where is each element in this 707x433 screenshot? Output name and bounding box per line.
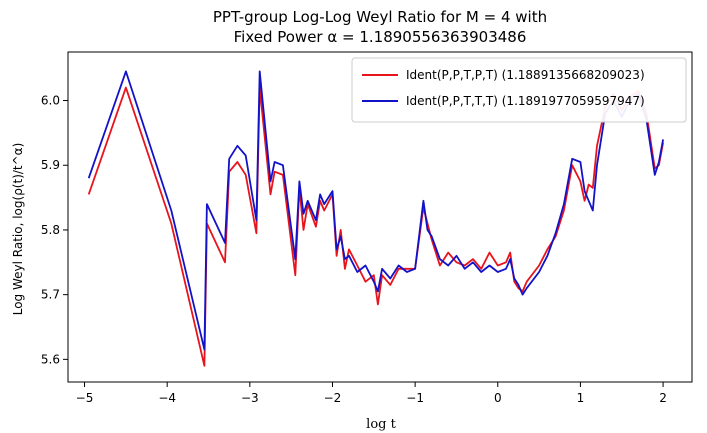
y-tick-label: 5.7 <box>41 288 60 302</box>
chart-title: PPT-group Log-Log Weyl Ratio for M = 4 w… <box>213 8 547 46</box>
y-tick-label: 5.8 <box>41 223 60 237</box>
x-tick-label: −5 <box>76 391 94 405</box>
legend-box <box>351 57 687 123</box>
x-axis-label: log t <box>366 417 396 432</box>
y-tick-label: 5.6 <box>41 352 60 366</box>
series-lines <box>87 70 664 367</box>
y-tick-label: 5.9 <box>41 158 60 172</box>
x-tick-label: −1 <box>406 391 424 405</box>
y-tick-label: 6.0 <box>41 94 60 108</box>
x-tick-label: 0 <box>494 391 502 405</box>
axis-ticks: −5 −4 −3 −2 −1 0 1 2 5.6 5.7 5.8 5.9 6.0 <box>41 94 667 405</box>
x-tick-label: −2 <box>324 391 342 405</box>
legend-label-ppt-t-t: Ident(P,P,T,T,T) (1.1891977059597947) <box>406 94 645 108</box>
y-axis-label: Log Weyl Ratio, log(ρ(t)/t^α) <box>11 143 25 316</box>
legend-label-ppt-p-t: Ident(P,P,T,P,T) (1.1889135668209023) <box>406 68 645 82</box>
chart-title-line2: Fixed Power α = 1.1890556363903486 <box>234 28 527 46</box>
x-tick-label: −3 <box>241 391 259 405</box>
x-tick-label: 1 <box>577 391 585 405</box>
series-line-ppt-t-t <box>87 70 664 351</box>
x-tick-label: −4 <box>158 391 176 405</box>
x-tick-label: 2 <box>659 391 667 405</box>
plot-area-frame <box>67 51 693 383</box>
legend: Ident(P,P,T,P,T) (1.1889135668209023) Id… <box>351 57 687 123</box>
chart-title-line1: PPT-group Log-Log Weyl Ratio for M = 4 w… <box>213 8 547 26</box>
